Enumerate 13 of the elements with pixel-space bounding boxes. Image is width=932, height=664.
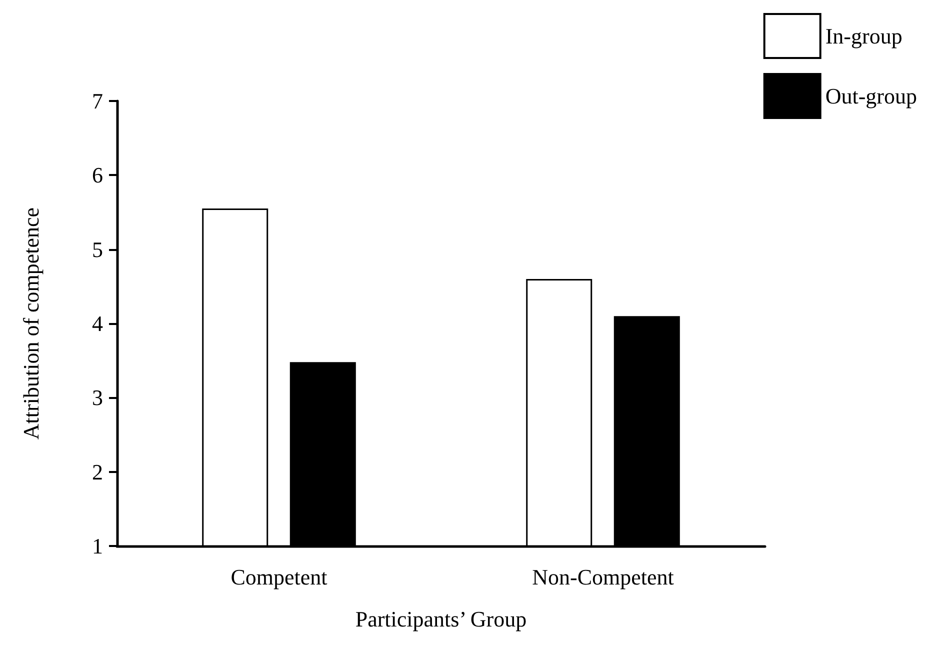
y-tick-label: 5 bbox=[92, 236, 103, 262]
legend-label: Out-group bbox=[825, 84, 918, 108]
y-tick-label: 1 bbox=[92, 534, 103, 558]
legend-label: In-group bbox=[825, 24, 902, 48]
y-axis-title: Attribution of competence bbox=[18, 207, 44, 440]
y-tick-label: 2 bbox=[92, 459, 103, 484]
x-tick-label: Competent bbox=[230, 564, 328, 590]
x-axis-title: Participants’ Group bbox=[355, 606, 527, 632]
x-tick-label: Non-Competent bbox=[532, 564, 674, 590]
y-tick-label: 4 bbox=[92, 311, 103, 336]
y-tick-label: 3 bbox=[92, 385, 103, 410]
y-tick-label: 6 bbox=[92, 162, 103, 188]
y-tick-label: 7 bbox=[92, 88, 103, 114]
